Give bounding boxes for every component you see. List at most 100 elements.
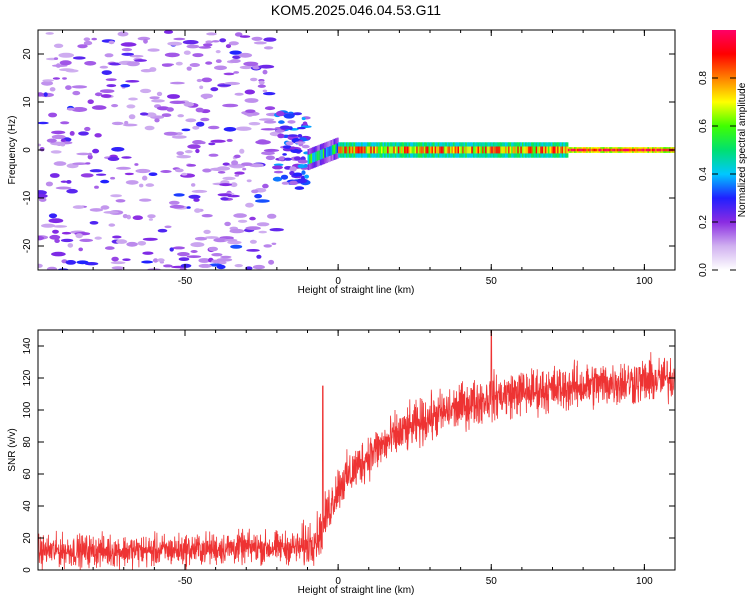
heat-cell [330, 145, 333, 156]
heat-cell [322, 148, 325, 159]
heat-blob [145, 112, 157, 117]
heat-cell [390, 146, 393, 154]
heat-blob [185, 118, 197, 123]
heat-cell [400, 146, 403, 154]
heat-blob [42, 79, 54, 82]
heat-blob [77, 44, 88, 49]
heat-blob [205, 40, 213, 44]
heat-cell [658, 148, 661, 152]
snr-ylabel: SNR (v/v) [7, 428, 18, 471]
heat-cell [318, 150, 321, 161]
heat-blob [110, 194, 122, 198]
heat-blob [220, 255, 232, 259]
heat-blob [296, 126, 306, 130]
heat-blob [41, 223, 56, 228]
heat-cell [494, 146, 497, 154]
heat-blob [110, 261, 126, 265]
heat-blob [199, 85, 204, 90]
heat-cell [469, 146, 472, 154]
heat-cell [596, 148, 599, 152]
heat-cell [589, 148, 592, 152]
heat-blob [210, 167, 225, 171]
heat-blob [53, 161, 67, 166]
heat-cell [564, 146, 567, 154]
heat-cell [595, 148, 598, 152]
heat-blob [48, 218, 64, 224]
heat-cell [549, 146, 552, 154]
heat-blob [254, 194, 262, 199]
heat-blob [246, 113, 254, 117]
heat-blob [183, 102, 195, 107]
heat-blob [51, 130, 66, 135]
colorbar-ticks: 0.0 0.2 0.4 0.6 0.8 [698, 71, 736, 277]
heat-cell [402, 146, 405, 154]
heat-blob [193, 198, 200, 202]
heat-blob [246, 249, 260, 252]
y-tick-label: 100 [22, 401, 33, 418]
heat-blob [160, 170, 172, 173]
heat-cell [399, 146, 402, 154]
heat-blob [129, 54, 144, 58]
heat-blob [294, 186, 305, 190]
heat-blob [182, 40, 199, 45]
heat-blob [186, 44, 200, 49]
heat-blob [99, 65, 109, 69]
heat-cell [472, 146, 475, 154]
heat-blob [285, 141, 294, 146]
heat-blob [172, 246, 185, 250]
heat-blob [222, 176, 236, 181]
heat-blob [253, 41, 267, 45]
heat-blob [263, 244, 273, 248]
heat-blob [280, 174, 289, 180]
heat-blob [258, 139, 267, 142]
heat-blob [142, 175, 148, 181]
heat-cell [428, 146, 431, 154]
heat-blob [226, 138, 233, 142]
heat-cell [307, 154, 310, 165]
heat-cell [598, 148, 601, 152]
heat-blob [268, 259, 275, 265]
heat-blob [48, 213, 58, 219]
heat-blob [258, 64, 275, 69]
heat-blob [211, 40, 220, 43]
heat-blob [273, 163, 284, 167]
heat-cell [443, 146, 446, 154]
heat-blob [111, 256, 119, 262]
heat-cell [309, 154, 312, 164]
heat-blob [258, 230, 268, 234]
heat-cell [575, 148, 578, 152]
heat-blob [201, 214, 213, 218]
heat-cell [503, 146, 506, 154]
heat-blob [244, 89, 255, 95]
heat-blob [178, 257, 190, 261]
colorbar-label: Normalized spectral amplitude [737, 82, 748, 217]
heat-blob [237, 219, 248, 223]
heat-blob [104, 246, 115, 250]
heat-blob [111, 104, 119, 108]
figure-title: KOM5.2025.046.04.53.G11 [271, 2, 441, 18]
heat-blob [203, 229, 211, 234]
heat-cell [618, 148, 621, 152]
heat-cell [619, 148, 622, 152]
heat-blob [49, 173, 60, 178]
heat-blob [195, 148, 200, 154]
heat-blob [261, 151, 275, 156]
heat-blob [50, 141, 65, 146]
y-tick-label: -10 [22, 190, 33, 205]
heat-cell [621, 148, 624, 152]
heat-blob [271, 242, 277, 245]
heat-blob [216, 264, 226, 270]
heat-blob [255, 199, 270, 203]
heat-blob [143, 38, 148, 44]
heat-blob [287, 120, 296, 124]
heat-blob [169, 247, 174, 252]
heat-cell [524, 146, 527, 154]
heat-blob [72, 205, 85, 209]
heat-cell [563, 146, 566, 154]
heat-cell [581, 148, 584, 152]
heat-blob [297, 164, 306, 169]
heat-blob [38, 235, 45, 241]
heat-blob [289, 166, 297, 172]
heat-blob [208, 142, 216, 146]
heat-cell [635, 148, 638, 152]
